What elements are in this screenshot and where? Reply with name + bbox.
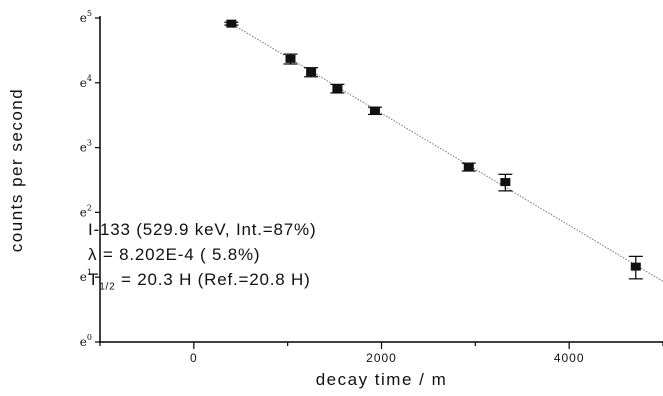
data-point [226,19,237,28]
data-point [306,68,317,77]
data-point [285,54,296,63]
y-tick-label: e0 [80,333,92,349]
x-axis-label: decay time / m [315,370,448,389]
x-tick-label: 0 [190,351,198,365]
annotation-isotope: I-133 (529.9 keV, Int.=87%) [88,220,317,239]
y-tick-label: e5 [80,9,92,25]
y-tick-label: e1 [80,268,92,284]
y-tick-label: e4 [80,74,92,90]
annotation-lambda: λ = 8.202E-4 ( 5.8%) [88,245,261,264]
y-axis-label: counts per second [7,87,27,253]
data-point [630,262,641,271]
annotation-half-life: T1/2 = 20.3 H (Ref.=20.8 H) [88,270,311,293]
fit-line [231,23,663,282]
data-point [332,84,343,93]
data-point [500,178,511,187]
x-tick-label: 2000 [366,351,397,365]
data-point [369,106,380,115]
y-tick-label: e3 [80,139,92,155]
y-tick-label: e2 [80,203,92,219]
x-tick-label: 4000 [554,351,585,365]
data-point [463,162,474,171]
